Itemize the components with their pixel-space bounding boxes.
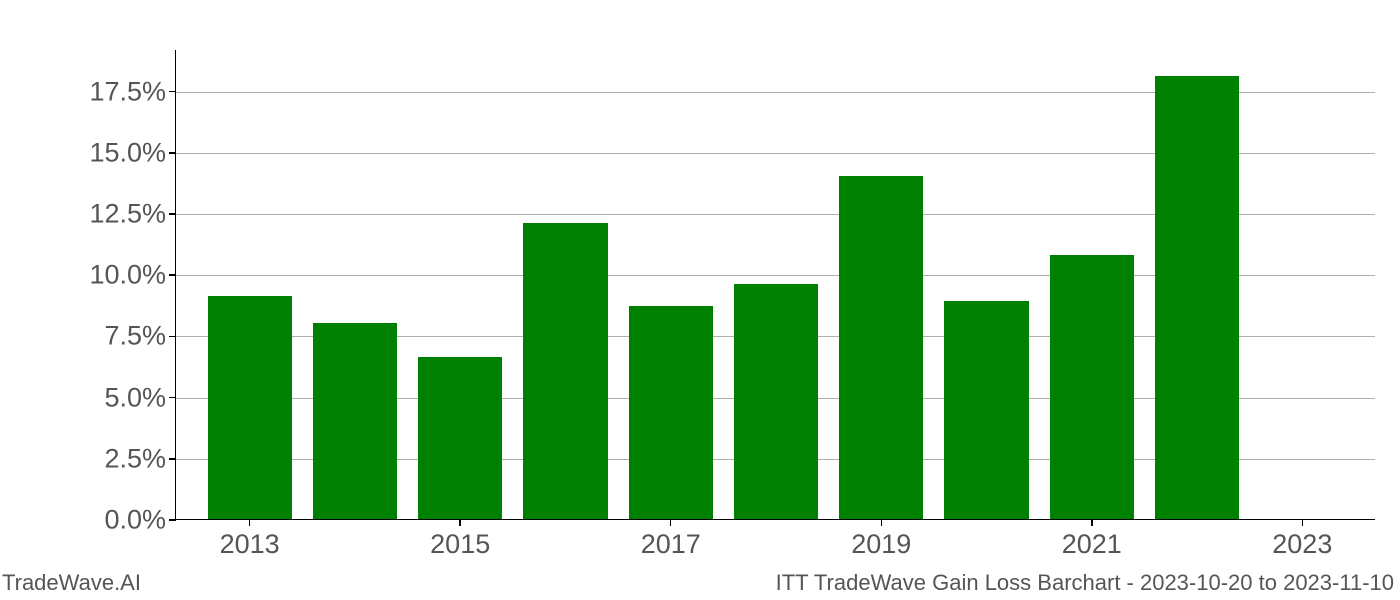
bar xyxy=(523,223,607,519)
y-tick-label: 12.5% xyxy=(89,199,176,230)
bar xyxy=(1155,76,1239,519)
y-tick-label: 0.0% xyxy=(104,505,176,536)
bar xyxy=(944,301,1028,519)
x-tick-label: 2015 xyxy=(430,519,490,560)
x-tick-label: 2017 xyxy=(641,519,701,560)
y-tick-label: 15.0% xyxy=(89,137,176,168)
bar xyxy=(629,306,713,519)
bar xyxy=(734,284,818,519)
chart-container: 0.0% 2.5% 5.0% 7.5% 10.0% 12.5% 15.0% 17.5% 2013… xyxy=(0,0,1400,600)
x-tick-label: 2019 xyxy=(851,519,911,560)
y-tick-label: 5.0% xyxy=(104,382,176,413)
plot-area: 0.0%2.5%5.0%7.5%10.0%12.5%15.0%17.5%2013… xyxy=(175,50,1375,520)
bar xyxy=(418,357,502,519)
bar xyxy=(208,296,292,519)
x-tick-label: 2021 xyxy=(1062,519,1122,560)
y-tick-label: 17.5% xyxy=(89,76,176,107)
footer-left-text: TradeWave.AI xyxy=(2,570,141,596)
bar xyxy=(313,323,397,519)
y-tick-label: 10.0% xyxy=(89,260,176,291)
y-tick-label: 2.5% xyxy=(104,443,176,474)
y-tick-label: 7.5% xyxy=(104,321,176,352)
x-tick-label: 2013 xyxy=(220,519,280,560)
x-tick-label: 2023 xyxy=(1272,519,1332,560)
bar xyxy=(839,176,923,519)
bar xyxy=(1050,255,1134,519)
footer-right-text: ITT TradeWave Gain Loss Barchart - 2023-… xyxy=(776,570,1394,596)
